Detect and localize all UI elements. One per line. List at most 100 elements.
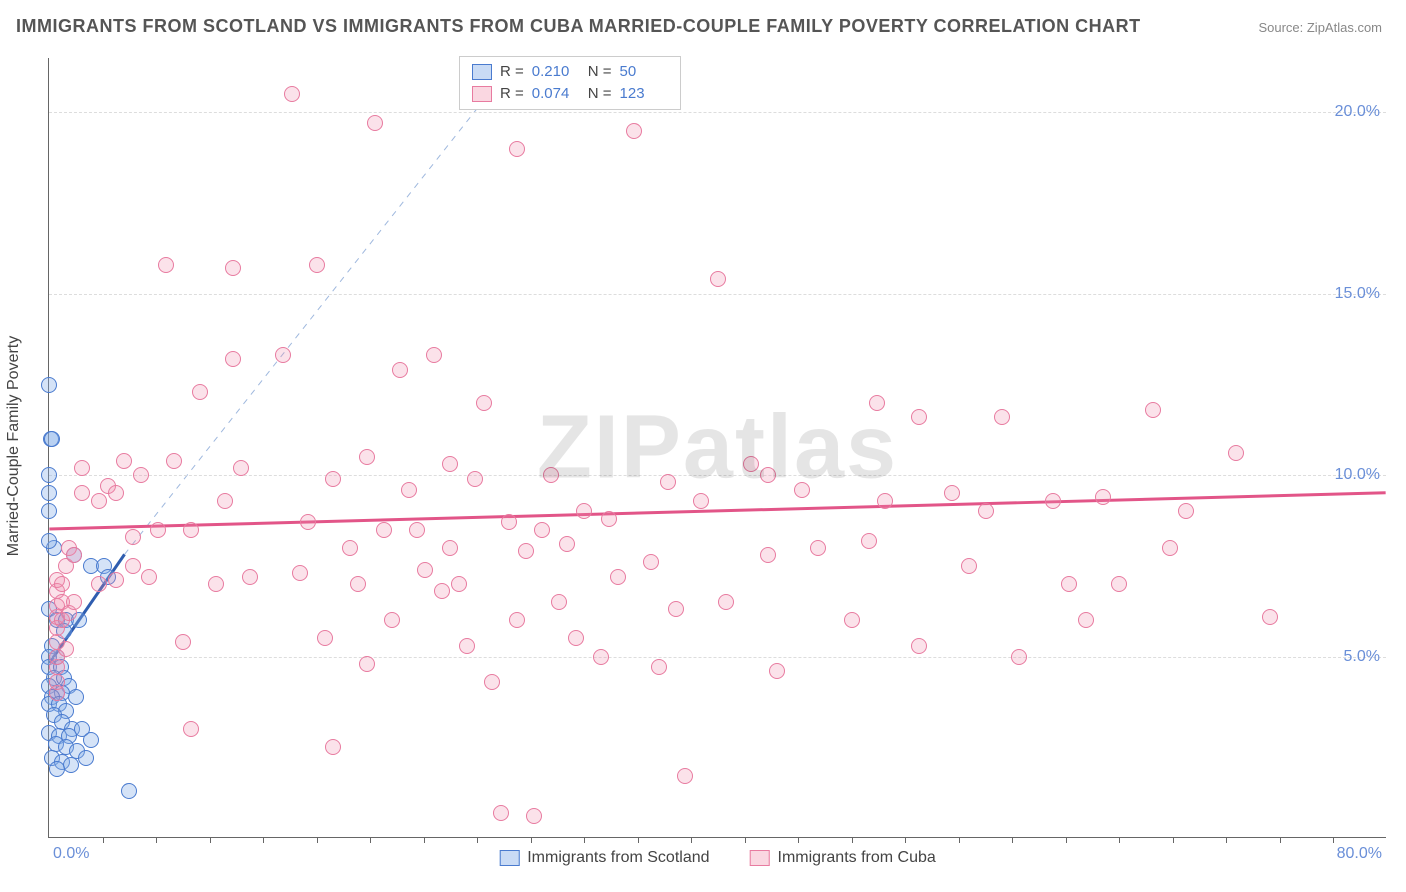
x-tick-minor (424, 837, 425, 843)
data-point (225, 260, 241, 276)
data-point (877, 493, 893, 509)
r-value: 0.074 (532, 83, 580, 105)
x-tick-minor (584, 837, 585, 843)
data-point (208, 576, 224, 592)
data-point (401, 482, 417, 498)
r-value: 0.210 (532, 61, 580, 83)
legend-swatch (472, 86, 492, 102)
r-label: R = (500, 61, 524, 83)
legend-item: Immigrants from Scotland (499, 849, 709, 867)
data-point (794, 482, 810, 498)
data-point (1045, 493, 1061, 509)
data-point (317, 630, 333, 646)
data-point (78, 750, 94, 766)
data-point (534, 522, 550, 538)
data-point (518, 543, 534, 559)
data-point (484, 674, 500, 690)
data-point (493, 805, 509, 821)
gridline (49, 475, 1386, 476)
data-point (384, 612, 400, 628)
data-point (576, 503, 592, 519)
x-tick-minor (905, 837, 906, 843)
data-point (121, 783, 137, 799)
data-point (526, 808, 542, 824)
x-tick-minor (691, 837, 692, 843)
data-point (125, 529, 141, 545)
data-point (350, 576, 366, 592)
data-point (426, 347, 442, 363)
data-point (166, 453, 182, 469)
data-point (417, 562, 433, 578)
gridline (49, 112, 1386, 113)
data-point (451, 576, 467, 592)
data-point (41, 485, 57, 501)
data-point (300, 514, 316, 530)
data-point (116, 453, 132, 469)
x-tick-minor (745, 837, 746, 843)
y-tick-label: 10.0% (1335, 466, 1380, 484)
data-point (911, 638, 927, 654)
x-tick-minor (1226, 837, 1227, 843)
data-point (359, 656, 375, 672)
n-label: N = (588, 83, 612, 105)
data-point (760, 467, 776, 483)
x-tick-minor (638, 837, 639, 843)
data-point (1011, 649, 1027, 665)
data-point (217, 493, 233, 509)
y-axis-label: Married-Couple Family Poverty (5, 336, 23, 557)
data-point (551, 594, 567, 610)
x-tick-minor (1173, 837, 1174, 843)
data-point (568, 630, 584, 646)
data-point (677, 768, 693, 784)
x-tick-minor (959, 837, 960, 843)
data-point (1262, 609, 1278, 625)
x-tick-min: 0.0% (53, 845, 89, 863)
data-point (91, 493, 107, 509)
data-point (1162, 540, 1178, 556)
legend-label: Immigrants from Scotland (527, 849, 709, 867)
x-tick-minor (156, 837, 157, 843)
data-point (63, 757, 79, 773)
data-point (643, 554, 659, 570)
x-tick-minor (1333, 837, 1334, 843)
y-tick-label: 5.0% (1344, 648, 1380, 666)
data-point (108, 485, 124, 501)
data-point (467, 471, 483, 487)
data-point (978, 503, 994, 519)
data-point (66, 547, 82, 563)
trend-lines (49, 58, 1386, 837)
data-point (275, 347, 291, 363)
data-point (284, 86, 300, 102)
data-point (309, 257, 325, 273)
data-point (961, 558, 977, 574)
data-point (743, 456, 759, 472)
data-point (1145, 402, 1161, 418)
data-point (108, 572, 124, 588)
y-tick-label: 20.0% (1335, 103, 1380, 121)
x-tick-minor (1119, 837, 1120, 843)
n-value: 50 (620, 61, 668, 83)
data-point (1228, 445, 1244, 461)
data-point (141, 569, 157, 585)
gridline (49, 294, 1386, 295)
data-point (125, 558, 141, 574)
data-point (693, 493, 709, 509)
data-point (810, 540, 826, 556)
x-tick-minor (1280, 837, 1281, 843)
x-tick-minor (317, 837, 318, 843)
x-tick-minor (531, 837, 532, 843)
data-point (233, 460, 249, 476)
x-tick-minor (210, 837, 211, 843)
x-tick-minor (103, 837, 104, 843)
data-point (543, 467, 559, 483)
data-point (74, 485, 90, 501)
data-point (994, 409, 1010, 425)
data-point (944, 485, 960, 501)
watermark: ZIPatlas (537, 396, 898, 499)
data-point (651, 659, 667, 675)
trend-line (125, 58, 518, 554)
data-point (376, 522, 392, 538)
legend-swatch (472, 64, 492, 80)
data-point (442, 540, 458, 556)
x-tick-minor (1066, 837, 1067, 843)
